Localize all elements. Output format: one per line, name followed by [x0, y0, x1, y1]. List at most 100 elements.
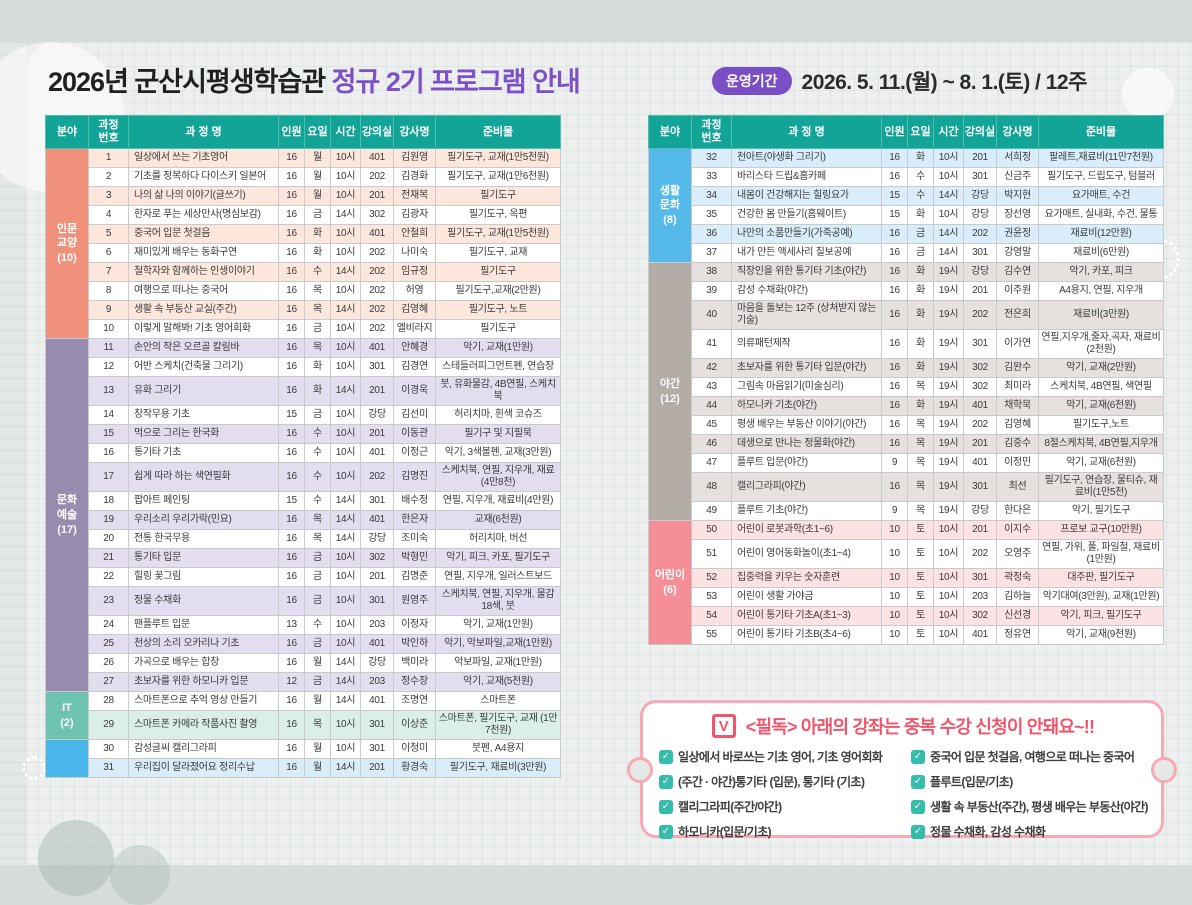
- room: 301: [360, 357, 394, 378]
- capacity: 16: [278, 148, 305, 169]
- instructor: 백미라: [393, 653, 436, 674]
- table-row: 5 중국어 입문 첫걸음 16 화 10시 401 안철희 필기도구, 교재(1만5천원): [46, 224, 561, 245]
- time: 14시: [330, 300, 361, 321]
- table-row: 37 내가 만든 액세사리 칠보공예 16 금 14시 301 강영말 재료비(6만원): [649, 243, 1164, 264]
- instructor: 조명연: [393, 691, 436, 712]
- course-number: 25: [88, 634, 129, 655]
- course-number: 31: [88, 758, 129, 779]
- table-row: 인문 교양 (10) 1 일상에서 쓰는 기초영어 16 월 10시 401 김원영 필기도구,…: [45, 148, 561, 340]
- room: 301: [963, 568, 997, 589]
- instructor: 박지현: [996, 186, 1039, 207]
- notice-item-label: 플루트(입문/기초): [930, 775, 1013, 789]
- capacity: 16: [881, 148, 908, 169]
- course-name: 나의 삶 나의 이야기(글쓰기): [128, 186, 279, 207]
- course-number: 47: [691, 453, 732, 474]
- room: 301: [963, 243, 997, 264]
- instructor: 최선: [996, 472, 1039, 503]
- capacity: 9: [881, 501, 908, 522]
- instructor: 김영혜: [393, 300, 436, 321]
- capacity: 16: [278, 510, 305, 531]
- course-name: 한자로 푸는 세상만사(명심보감): [128, 205, 279, 226]
- materials: 필기도구: [435, 319, 561, 340]
- capacity: 10: [881, 520, 908, 541]
- room: 201: [360, 758, 394, 779]
- capacity: 16: [278, 262, 305, 283]
- day: 화: [907, 396, 934, 417]
- course-number: 6: [88, 243, 129, 264]
- capacity: 16: [881, 243, 908, 264]
- notice-col-0: ✓ 일상에서 바로쓰는 기초 영어, 기초 영어회화 ✓ (주간 · 야간)통기타 (…: [659, 748, 903, 840]
- course-number: 42: [691, 358, 732, 379]
- materials: 악기, 교재(9천원): [1038, 625, 1164, 646]
- instructor: 이정자: [393, 615, 436, 636]
- time: 10시: [933, 205, 964, 226]
- instructor: 박형민: [393, 548, 436, 569]
- course-number: 52: [691, 568, 732, 589]
- capacity: 16: [278, 357, 305, 378]
- table-row: 12 어반 스케치(건축물 그리기) 16 화 10시 301 김경연 스테들러피그먼트펜, …: [46, 357, 561, 378]
- capacity: 16: [278, 186, 305, 207]
- course-number: 9: [88, 300, 129, 321]
- instructor: 엘비라지: [393, 319, 436, 340]
- day: 월: [304, 758, 331, 779]
- room: 401: [360, 634, 394, 655]
- time: 10시: [330, 357, 361, 378]
- day: 금: [304, 634, 331, 655]
- time: 19시: [933, 501, 964, 522]
- table-row: 25 천상의 소리 오카리나 기초 16 금 10시 401 박인하 악기, 악보파일,교재(…: [46, 634, 561, 655]
- materials: 악기, 카포, 피크: [1038, 262, 1164, 283]
- instructor: 김광자: [393, 205, 436, 226]
- time: 10시: [330, 443, 361, 464]
- day: 금: [304, 405, 331, 426]
- capacity: 16: [278, 300, 305, 321]
- room: 201: [360, 376, 394, 407]
- day: 금: [907, 243, 934, 264]
- course-name: 팝아트 페인팅: [128, 491, 279, 512]
- day: 월: [304, 186, 331, 207]
- course-name: 바리스타 드립&홈카페: [731, 167, 882, 188]
- materials: 스케치북, 4B연필, 색연필: [1038, 377, 1164, 398]
- capacity: 16: [278, 739, 305, 760]
- day: 수: [304, 462, 331, 493]
- header-row: 분야 과정 번호 과 정 명 인원 요일 시간 강의실 강사명 준비물: [648, 114, 1164, 150]
- instructor: 김중수: [996, 434, 1039, 455]
- capacity: 13: [278, 615, 305, 636]
- capacity: 15: [278, 405, 305, 426]
- time: 14시: [933, 243, 964, 264]
- course-number: 46: [691, 434, 732, 455]
- instructor: 이동관: [393, 424, 436, 445]
- course-name: 통기타 입문: [128, 548, 279, 569]
- materials: 8절스케치북, 4B연필,지우개: [1038, 434, 1164, 455]
- course-name: 내가 만든 액세사리 칠보공예: [731, 243, 882, 264]
- notice-item: ✓ 생활 속 부동산(주간), 평생 배우는 부동산(야간): [911, 798, 1149, 815]
- course-name: 천상의 소리 오카리나 기초: [128, 634, 279, 655]
- table-row: 55 어린이 통기타 기초B(초4~6) 10 토 10시 401 정유연 악기, 교재(9천…: [649, 625, 1164, 646]
- notice-box: V <필독> 아래의 강좌는 중복 수강 신청이 안돼요~!! ✓ 일상에서 바로…: [627, 700, 1177, 840]
- table-body-left: 인문 교양 (10) 1 일상에서 쓰는 기초영어 16 월 10시 401 김원영 필기도구,…: [45, 148, 561, 779]
- course-number: 21: [88, 548, 129, 569]
- instructor: 이주원: [996, 281, 1039, 302]
- table-row: 35 건강한 몸 만들기(홈웨이트) 15 화 10시 강당 장선영 요가매트, 실내화, 수…: [649, 205, 1164, 226]
- check-icon: ✓: [659, 774, 673, 789]
- course-number: 48: [691, 472, 732, 503]
- instructor: 이정민: [996, 453, 1039, 474]
- materials: 필기도구, 연습장, 물티슈, 재료비(1만5천): [1038, 472, 1164, 503]
- course-number: 51: [691, 539, 732, 570]
- capacity: 16: [881, 262, 908, 283]
- period-value: 2026. 5. 11.(월) ~ 8. 1.(토) / 12주: [801, 71, 1088, 94]
- instructor: 배수정: [393, 491, 436, 512]
- check-icon: ✓: [911, 799, 925, 814]
- course-name: 집중력을 키우는 숫자훈련: [731, 568, 882, 589]
- table-row: 53 어린이 생활 가야금 10 토 10시 203 김하늘 악기대여(3만원), 교재(1만…: [649, 587, 1164, 608]
- course-name: 어린이 영어동화놀이(초1~4): [731, 539, 882, 570]
- course-number: 41: [691, 329, 732, 360]
- category-cell: [45, 739, 89, 779]
- room: 401: [963, 625, 997, 646]
- day: 월: [304, 691, 331, 712]
- instructor: 김명준: [393, 567, 436, 588]
- course-name: 내몸이 건강해지는 힐링요가: [731, 186, 882, 207]
- materials: 악기, 교재(1만원): [435, 615, 561, 636]
- room: 401: [360, 443, 394, 464]
- room: 201: [360, 567, 394, 588]
- course-name: 우리소리 우리가락(민요): [128, 510, 279, 531]
